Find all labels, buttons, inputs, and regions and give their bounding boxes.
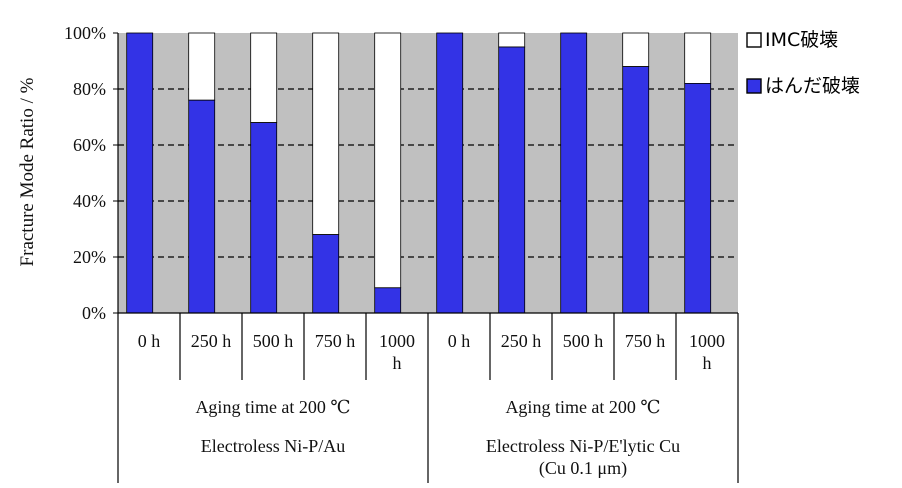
solder-bar-segment xyxy=(374,287,402,314)
solder-bar-segment xyxy=(684,83,712,314)
imc-bar-segment xyxy=(498,32,526,48)
sample-label: Electroless Ni-P/Au xyxy=(201,436,345,456)
imc-bar-segment xyxy=(622,32,650,67)
imc-bar-segment xyxy=(312,32,340,236)
solder-bar-segment xyxy=(312,234,340,314)
x-category-label: 250 h xyxy=(191,331,232,351)
x-category-label: 250 h xyxy=(501,331,542,351)
x-category-label: h xyxy=(393,353,402,373)
sample-label: Electroless Ni-P/E'lytic Cu xyxy=(486,436,680,456)
imc-bar-segment xyxy=(374,32,402,289)
x-category-label: h xyxy=(703,353,712,373)
x-category-label: 750 h xyxy=(625,331,666,351)
imc-bar-segment xyxy=(684,32,712,84)
aging-time-label: Aging time at 200 ℃ xyxy=(195,397,350,417)
sample-label: (Cu 0.1 μm) xyxy=(539,458,627,479)
x-category-label: 0 h xyxy=(448,331,471,351)
y-tick-label: 20% xyxy=(73,247,106,267)
x-category-label: 1000 xyxy=(689,331,725,351)
y-tick-label: 80% xyxy=(73,79,106,99)
solder-bar-segment xyxy=(250,122,278,314)
imc-bar-segment xyxy=(188,32,216,101)
x-category-label: 500 h xyxy=(253,331,294,351)
solder-bar-segment xyxy=(622,66,650,314)
x-category-label: 1000 xyxy=(379,331,415,351)
solder-bar-segment xyxy=(498,46,526,314)
legend-swatch xyxy=(746,78,762,94)
x-category-label: 500 h xyxy=(563,331,604,351)
solder-bar-segment xyxy=(436,32,464,314)
x-category-label: 750 h xyxy=(315,331,356,351)
legend-label: はんだ破壊 xyxy=(765,75,860,97)
y-tick-label: 40% xyxy=(73,191,106,211)
y-tick-label: 0% xyxy=(82,303,106,323)
solder-bar-segment xyxy=(560,32,588,314)
imc-bar-segment xyxy=(250,32,278,123)
y-axis-label: Fracture Mode Ratio / % xyxy=(17,77,38,266)
legend-swatch xyxy=(746,32,762,48)
bars xyxy=(126,32,712,314)
solder-bar-segment xyxy=(188,99,216,314)
y-axis: 0% 20% 40% 60% 80% 100% xyxy=(64,23,738,483)
legend-label: IMC破壊 xyxy=(765,29,838,51)
y-tick-label: 100% xyxy=(64,23,106,43)
x-category-label: 0 h xyxy=(138,331,161,351)
solder-bar-segment xyxy=(126,32,154,314)
aging-time-label: Aging time at 200 ℃ xyxy=(505,397,660,417)
y-tick-label: 60% xyxy=(73,135,106,155)
